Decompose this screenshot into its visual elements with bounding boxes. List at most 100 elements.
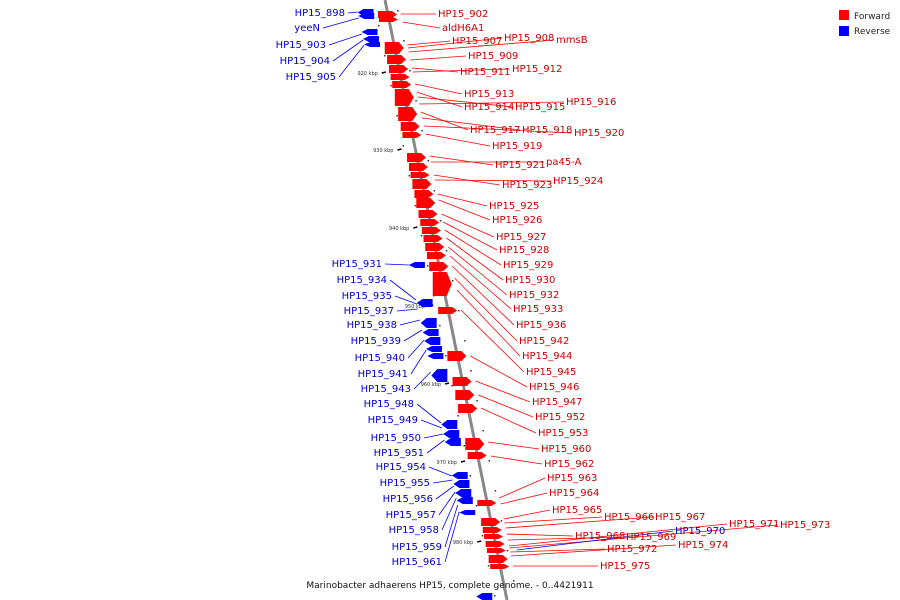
forward-leader-line [511, 544, 677, 557]
forward-gene-label: HP15_932 [509, 290, 559, 301]
reverse-gene-label: HP15_934 [337, 275, 387, 286]
reverse-leader-line [407, 339, 425, 359]
forward-gene-block [455, 390, 475, 400]
tick-label: 930 kbp [373, 148, 393, 154]
reverse-leader-line [423, 433, 444, 439]
axis-dot [469, 475, 472, 477]
reverse-gene-block [427, 353, 444, 359]
forward-gene-label: HP15_974 [678, 540, 728, 551]
legend-reverse-swatch [839, 26, 849, 36]
forward-gene-block [387, 55, 407, 64]
axis-dot [451, 280, 454, 282]
reverse-gene-label: HP15_905 [286, 72, 336, 83]
gene-layer [357, 9, 510, 600]
tick-label: 950 kbp [405, 304, 425, 310]
tick-label: 980 kbp [453, 540, 473, 546]
axis-dot [433, 190, 436, 192]
reverse-gene-label: HP15_949 [368, 415, 418, 426]
forward-gene-block [486, 548, 506, 553]
reverse-gene-label: HP15_943 [361, 384, 411, 395]
axis-dot [457, 415, 459, 417]
reverse-gene-label: HP15_931 [332, 259, 382, 270]
axis-dot [426, 265, 429, 267]
forward-gene-label: HP15_927 [496, 232, 546, 243]
forward-gene-label: HP15_947 [532, 397, 582, 408]
forward-gene-block [414, 190, 434, 198]
reverse-gene-block [362, 36, 379, 42]
axis-dot [475, 505, 478, 507]
forward-leader-line [480, 407, 537, 434]
forward-gene-label: HP15_967 [655, 512, 705, 523]
tick-label: 940 kbp [389, 226, 409, 232]
axis-dot [476, 400, 478, 402]
forward-gene-label: HP15_966 [604, 512, 654, 523]
forward-gene-block [438, 307, 458, 314]
reverse-gene-block [364, 42, 381, 47]
forward-gene-label: HP15_933 [513, 304, 563, 315]
axis-dot [493, 595, 496, 597]
forward-gene-label: HP15_923 [502, 180, 552, 191]
reverse-leader-line [444, 504, 459, 548]
forward-gene-label: HP15_928 [499, 245, 549, 256]
reverse-leader-line [394, 295, 417, 305]
forward-gene-block [426, 252, 446, 259]
reverse-gene-label: HP15_958 [389, 525, 439, 536]
reverse-leader-line [389, 279, 417, 301]
forward-gene-block [482, 527, 502, 533]
reverse-gene-block [422, 329, 439, 336]
tick-mark [460, 460, 466, 463]
reverse-gene-label: HP15_957 [386, 510, 436, 521]
forward-leader-line [454, 277, 518, 342]
axis-dot [463, 445, 465, 447]
forward-gene-block [389, 65, 409, 73]
reverse-gene-label: HP15_939 [351, 336, 401, 347]
forward-leader-line [508, 523, 728, 547]
reverse-leader-line [332, 39, 364, 62]
forward-gene-label: HP15_953 [538, 428, 588, 439]
forward-gene-label: HP15_915 [515, 102, 565, 113]
axis-dot [506, 550, 509, 552]
reverse-leader-line [328, 33, 363, 46]
reverse-gene-block [456, 497, 473, 504]
reverse-gene-block [451, 472, 468, 479]
reverse-gene-block [444, 438, 461, 446]
forward-gene-block [394, 89, 414, 106]
forward-leader-line [487, 441, 540, 450]
reverse-gene-block [431, 369, 448, 382]
forward-leader-line [444, 229, 502, 266]
reverse-gene-label: HP15_970 [675, 526, 725, 537]
legend-reverse-label: Reverse [854, 27, 891, 37]
reverse-leader-line [413, 371, 431, 390]
reverse-gene-label: HP15_938 [347, 320, 397, 331]
forward-leader-line [503, 509, 551, 520]
forward-leader-line [408, 39, 555, 53]
tick-layer: 920 kbp 930 kbp 940 kbp 950 kbp 960 kbp 970 k… [357, 10, 515, 597]
forward-gene-label: HP15_909 [468, 51, 518, 62]
forward-gene-block [465, 438, 485, 450]
forward-leader-line [419, 101, 565, 105]
axis-dot [378, 25, 380, 27]
forward-gene-label: HP15_968 [575, 531, 625, 542]
reverse-leader-line [435, 485, 455, 500]
legend-forward-swatch [839, 10, 849, 20]
axis-dot [421, 130, 423, 132]
forward-gene-label: HP15_907 [452, 36, 502, 47]
reverse-leader-line [347, 11, 358, 14]
forward-gene-label: HP15_962 [544, 459, 594, 470]
forward-gene-label: HP15_936 [516, 320, 566, 331]
forward-gene-block [432, 272, 452, 296]
forward-leader-line [425, 133, 491, 147]
leader-layer [322, 11, 779, 567]
axis-dot [403, 40, 405, 42]
forward-gene-block [481, 518, 501, 526]
forward-gene-label: HP15_942 [519, 336, 569, 347]
reverse-leader-line [399, 319, 421, 326]
forward-gene-label: HP15_902 [438, 9, 488, 20]
forward-leader-line [456, 289, 521, 357]
axis-dot [500, 520, 503, 522]
reverse-gene-label: HP15_940 [355, 353, 405, 364]
tick-mark [397, 148, 402, 151]
axis-dot [427, 160, 430, 162]
reverse-gene-label: HP15_956 [383, 494, 433, 505]
forward-leader-line [434, 179, 552, 182]
